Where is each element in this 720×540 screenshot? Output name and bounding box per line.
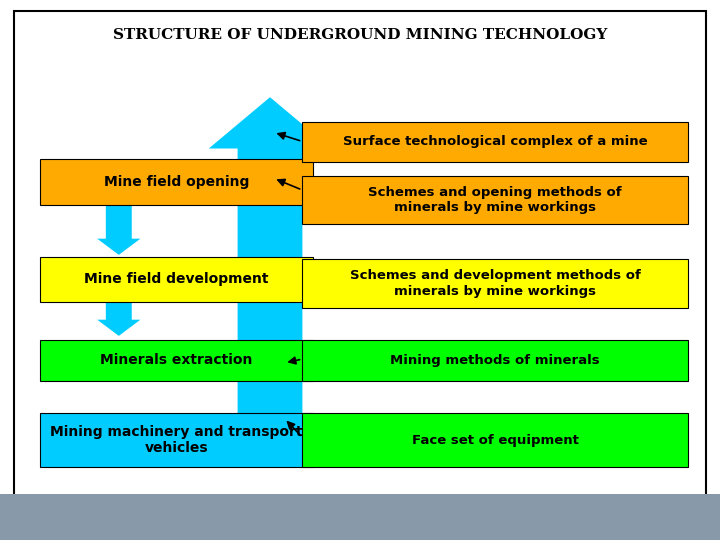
FancyBboxPatch shape xyxy=(302,176,688,224)
Polygon shape xyxy=(97,302,140,336)
Text: Surface technological complex of a mine: Surface technological complex of a mine xyxy=(343,135,647,148)
Text: Schemes and opening methods of
minerals by mine workings: Schemes and opening methods of minerals … xyxy=(368,186,622,214)
FancyBboxPatch shape xyxy=(302,122,688,162)
Text: Mine field opening: Mine field opening xyxy=(104,176,249,189)
Text: Minerals extraction: Minerals extraction xyxy=(100,354,253,367)
FancyBboxPatch shape xyxy=(302,259,688,308)
FancyBboxPatch shape xyxy=(40,159,313,205)
Text: Schemes and development methods of
minerals by mine workings: Schemes and development methods of miner… xyxy=(350,269,640,298)
Polygon shape xyxy=(209,97,331,464)
Polygon shape xyxy=(97,205,140,255)
FancyBboxPatch shape xyxy=(302,340,688,381)
FancyBboxPatch shape xyxy=(14,11,706,497)
FancyBboxPatch shape xyxy=(302,413,688,467)
Text: Mining machinery and transport
vehicles: Mining machinery and transport vehicles xyxy=(50,425,302,455)
FancyBboxPatch shape xyxy=(0,494,720,540)
Text: Mine field development: Mine field development xyxy=(84,273,269,286)
Text: Mining methods of minerals: Mining methods of minerals xyxy=(390,354,600,367)
FancyBboxPatch shape xyxy=(40,340,313,381)
Text: Face set of equipment: Face set of equipment xyxy=(412,434,578,447)
FancyBboxPatch shape xyxy=(40,413,313,467)
FancyBboxPatch shape xyxy=(40,256,313,302)
Text: STRUCTURE OF UNDERGROUND MINING TECHNOLOGY: STRUCTURE OF UNDERGROUND MINING TECHNOLO… xyxy=(113,28,607,42)
